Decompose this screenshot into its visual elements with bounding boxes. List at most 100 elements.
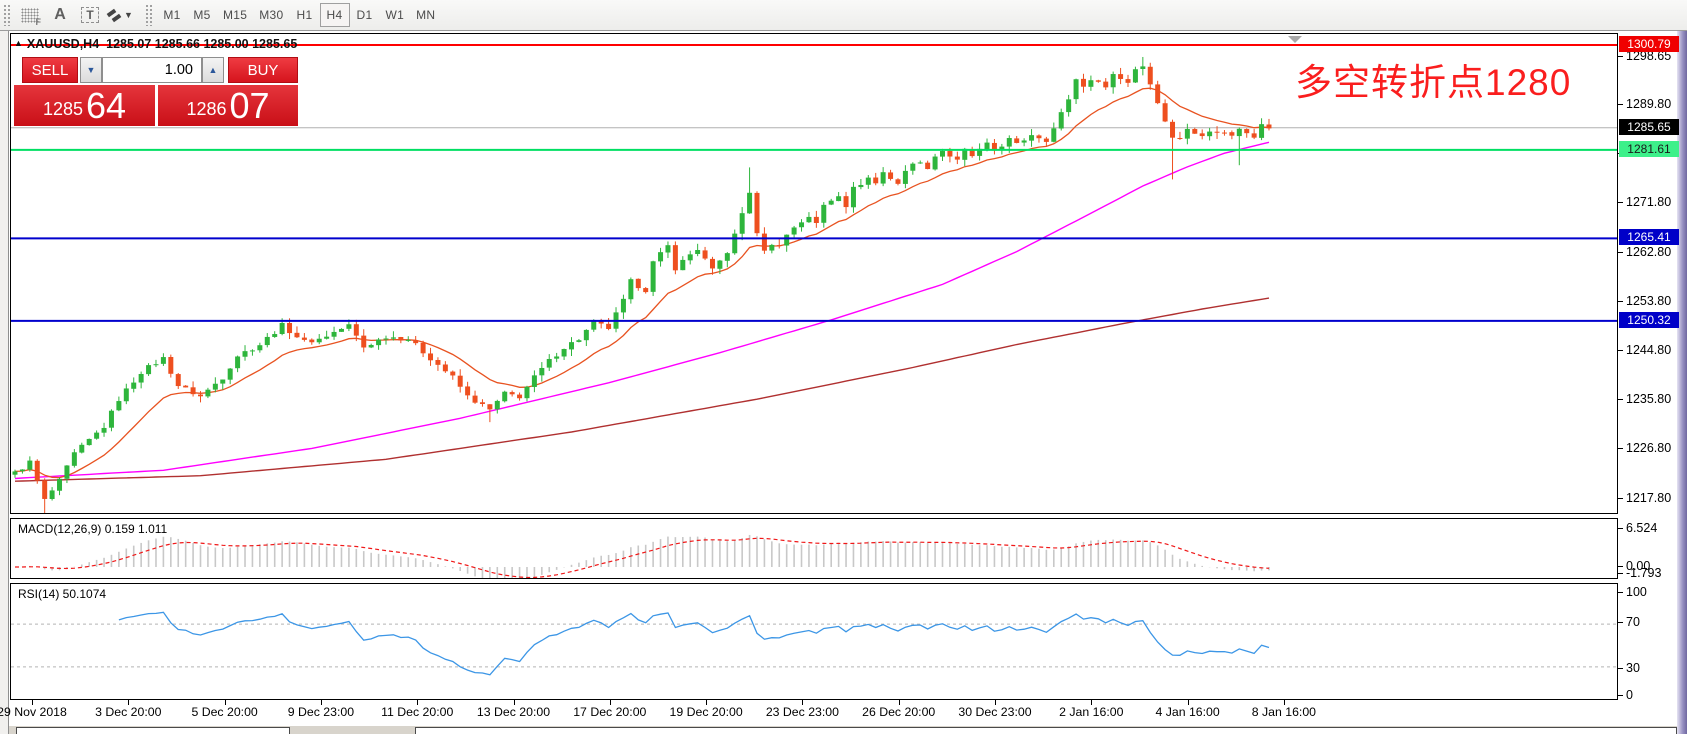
- price-tick-label: 1271.80: [1626, 195, 1672, 210]
- candlestick-chart[interactable]: [11, 34, 1617, 513]
- chart-tab[interactable]: [16, 727, 290, 734]
- volume-input[interactable]: [102, 57, 202, 83]
- rsi-scale-label: 100: [1626, 585, 1647, 599]
- price-tick-label: 1235.80: [1626, 392, 1672, 407]
- time-tick-mark: [802, 700, 804, 705]
- time-axis-label: 11 Dec 20:00: [381, 705, 454, 719]
- time-axis-label: 26 Dec 20:00: [862, 705, 936, 719]
- drawing-tools-icon[interactable]: ▼: [106, 3, 133, 27]
- time-axis-label: 8 Jan 16:00: [1251, 705, 1317, 719]
- tf-button-H4[interactable]: H4: [319, 3, 350, 27]
- chart-ohlc-title: ▲ XAUUSD,H4 1285.07 1285.66 1285.00 1285.…: [14, 37, 298, 51]
- macd-scale-label: 6.524: [1626, 521, 1658, 535]
- time-tick-mark: [513, 700, 515, 705]
- time-axis-label: 13 Dec 20:00: [476, 705, 551, 719]
- price-line-badge: 1265.41: [1619, 229, 1679, 246]
- volume-increase-button[interactable]: ▲: [202, 57, 224, 83]
- tf-button-M5[interactable]: M5: [193, 8, 211, 22]
- price-tick-label: 1262.80: [1626, 244, 1672, 259]
- window-right-edge: [1677, 31, 1687, 734]
- chart-annotation-text: 多空转折点1280: [1295, 62, 1572, 103]
- tf-button-D1[interactable]: D1: [356, 8, 373, 22]
- tf-button-M15[interactable]: M15: [223, 8, 248, 22]
- macd-scale-tick: [1617, 573, 1623, 574]
- price-tick-label: 1217.80: [1626, 490, 1672, 505]
- macd-chart[interactable]: [11, 519, 1617, 578]
- tf-button-H1[interactable]: H1: [296, 8, 313, 22]
- time-axis-label: 4 Jan 16:00: [1155, 705, 1220, 719]
- rsi-chart[interactable]: [11, 584, 1617, 699]
- grid-glyph: F: [21, 7, 41, 27]
- price-tick-mark: [1617, 350, 1623, 352]
- price-tick-label: 1226.80: [1626, 441, 1672, 456]
- price-tick-label: 1253.80: [1626, 293, 1672, 308]
- price-tick-label: 1289.80: [1626, 97, 1672, 112]
- macd-pane[interactable]: [10, 518, 1618, 579]
- rsi-scale-label: 70: [1626, 615, 1640, 629]
- tf-button-M30[interactable]: M30: [259, 8, 284, 22]
- time-tick-mark: [320, 700, 322, 705]
- price-tick-mark: [1617, 251, 1623, 253]
- rsi-scale-tick: [1617, 592, 1623, 593]
- angle-shapes-glyph: [106, 8, 122, 23]
- symbol-marker-icon: ▲: [14, 38, 23, 48]
- time-tick-mark: [128, 700, 130, 705]
- tf-button-M1[interactable]: M1: [163, 8, 181, 22]
- rsi-pane[interactable]: [10, 583, 1618, 700]
- window-left-frame: [0, 31, 9, 734]
- price-tick-label: 1244.80: [1626, 343, 1672, 358]
- toolbar-drag-handle[interactable]: [3, 4, 11, 26]
- time-axis-label: 29 Nov 2018: [0, 705, 67, 719]
- macd-scale-tick: [1617, 566, 1623, 567]
- chart-tab[interactable]: [415, 727, 1677, 734]
- timeframe-toolbar: M1 M5 M15 M30 H1 H4 D1 W1 MN: [157, 3, 441, 27]
- time-axis-label: 23 Dec 23:00: [765, 705, 839, 719]
- dropdown-caret-icon: ▼: [124, 10, 133, 20]
- time-tick-mark: [32, 700, 33, 705]
- time-tick-mark: [898, 700, 900, 705]
- time-tick-mark: [706, 700, 708, 705]
- rsi-scale-label: 30: [1626, 661, 1640, 675]
- rsi-scale-tick: [1617, 622, 1623, 623]
- text-tool-icon[interactable]: A: [54, 6, 66, 23]
- price-tick-label: 1298.65: [1626, 48, 1672, 63]
- rsi-scale-label: 0: [1626, 688, 1633, 702]
- time-tick-mark: [224, 700, 226, 705]
- data-window-icon[interactable]: F: [17, 3, 43, 27]
- rsi-scale-tick: [1617, 695, 1623, 696]
- price-tick-mark: [1617, 300, 1623, 302]
- price-tick-mark: [1617, 448, 1623, 450]
- buy-button[interactable]: BUY: [228, 57, 298, 83]
- volume-decrease-button[interactable]: ▼: [80, 57, 102, 83]
- time-axis-label: 2 Jan 16:00: [1059, 705, 1124, 719]
- time-tick-mark: [1283, 700, 1285, 705]
- text-frame-tool-icon[interactable]: T: [77, 3, 103, 27]
- rsi-label: RSI(14) 50.1074: [18, 587, 107, 601]
- time-axis-label: 17 Dec 20:00: [573, 705, 647, 719]
- toolbar-drag-handle[interactable]: [145, 4, 153, 26]
- time-tick-mark: [1187, 700, 1189, 705]
- chart-shift-marker-icon[interactable]: [1288, 36, 1302, 43]
- time-tick-mark: [1091, 700, 1093, 705]
- time-axis-label: 19 Dec 20:00: [669, 705, 743, 719]
- tf-button-W1[interactable]: W1: [385, 8, 405, 22]
- time-axis-label: 9 Dec 23:00: [287, 705, 355, 719]
- time-tick-mark: [609, 700, 611, 705]
- price-tick-mark: [1617, 55, 1623, 57]
- time-tick-mark: [417, 700, 419, 705]
- time-tick-mark: [995, 700, 996, 705]
- price-line-badge: 1281.61: [1619, 140, 1679, 157]
- macd-label: MACD(12,26,9) 0.159 1.011: [18, 522, 168, 536]
- price-line-badge: 1250.32: [1619, 311, 1679, 328]
- buy-price-display[interactable]: 1286 07: [158, 85, 298, 126]
- sell-price-display[interactable]: 1285 64: [14, 85, 155, 126]
- price-tick-mark: [1617, 497, 1623, 499]
- time-axis-label: 3 Dec 20:00: [95, 705, 162, 719]
- tf-button-MN[interactable]: MN: [416, 8, 436, 22]
- macd-scale-tick: [1617, 528, 1623, 529]
- price-line-badge: 1300.79: [1619, 36, 1679, 52]
- time-axis-label: 30 Dec 23:00: [958, 705, 1032, 719]
- sell-button[interactable]: SELL: [22, 57, 78, 83]
- toolbar: F A T ▼ M1 M5 M15 M30 H1 H4 D1 W1 MN: [0, 0, 1687, 31]
